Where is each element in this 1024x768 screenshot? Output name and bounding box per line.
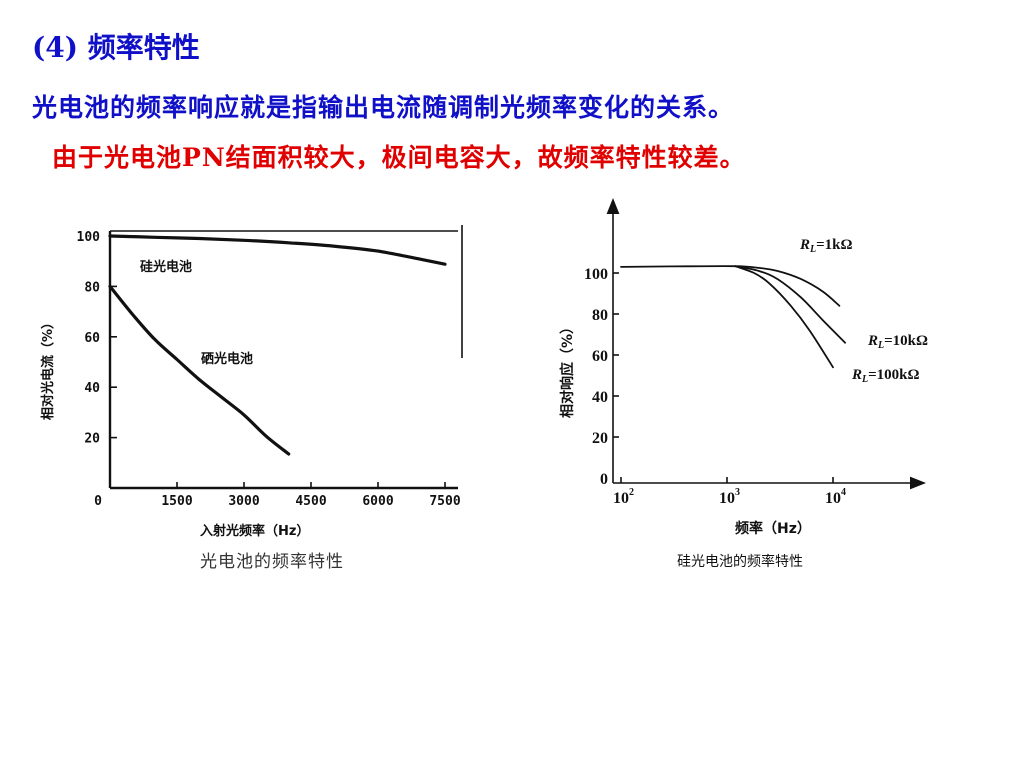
left-y-tick-label: 100 (77, 230, 101, 245)
left-series-label-se: 硒光电池 (201, 351, 253, 367)
left-chart-frame (108, 225, 463, 490)
right-x-tick-label: 103 (719, 487, 740, 507)
left-x-tick-label: 4500 (295, 494, 326, 509)
left-x-tick-label: 1500 (161, 494, 192, 509)
left-series-group (108, 234, 447, 456)
right-series-label-100k: RL=100kΩ (851, 367, 920, 385)
right-series-line-0 (620, 265, 841, 307)
intro-sentence: 光电池的频率响应就是指输出电流随调制光频率变化的关系。 (32, 93, 735, 122)
right-y-tick-label: 80 (592, 307, 608, 324)
explanation-sentence: 由于光电池PN结面积较大，极间电容大，故频率特性较差。 (52, 138, 746, 174)
left-x-tick-label: 6000 (362, 494, 393, 509)
right-series-group (620, 265, 846, 369)
right-chart-caption: 硅光电池的频率特性 (677, 553, 803, 570)
right-y-tick-label: 60 (592, 348, 608, 365)
explanation-pn: PN (182, 143, 226, 172)
left-x-axis-label: 入射光频率（Hz） (200, 523, 309, 539)
left-x-tick-label: 7500 (429, 494, 460, 509)
right-series-label-10k: RL=10kΩ (867, 333, 928, 351)
right-series-line-1 (734, 265, 846, 344)
right-series-line-2 (734, 265, 834, 369)
left-y-tick-label: 20 (84, 432, 100, 447)
left-series-line-0 (108, 234, 447, 266)
slide-heading: (4) 频率特性 (32, 26, 200, 66)
left-y-axis-label: 相对光电流（%） (40, 316, 56, 420)
explanation-part-2: 结面积较大，极间电容大，故频率特性较差。 (225, 143, 746, 172)
right-y-tick-label: 40 (592, 389, 608, 406)
left-y-tick-group: 20 40 60 80 100 (77, 230, 117, 447)
right-x-axis-label: 频率（Hz） (735, 520, 811, 537)
right-y-tick-label: 20 (592, 430, 608, 447)
left-x-tick-group: 0 1500 3000 4500 6000 7500 (94, 482, 461, 509)
heading-text: 频率特性 (77, 31, 200, 64)
left-y-tick-label: 80 (84, 280, 100, 295)
right-y-tick-label: 0 (600, 471, 608, 488)
left-series-label-si: 硅光电池 (140, 259, 192, 275)
right-x-tick-group: 102 103 104 (613, 477, 846, 507)
left-y-tick-label: 40 (84, 381, 100, 396)
right-x-tick-label: 104 (825, 487, 846, 507)
left-x-tick-label: 3000 (228, 494, 259, 509)
right-series-label-1k: RL=1kΩ (799, 237, 853, 255)
explanation-part-1: 由于光电池 (52, 143, 183, 172)
left-y-tick-label: 60 (84, 331, 100, 346)
right-x-tick-label: 102 (613, 487, 634, 507)
left-chart-caption: 光电池的频率特性 (200, 552, 344, 572)
left-x-tick-label: 0 (94, 494, 102, 509)
right-y-tick-label: 100 (584, 266, 608, 283)
right-y-axis-label: 相对响应（%） (559, 320, 576, 418)
heading-number: (4) (32, 31, 78, 64)
right-y-tick-group: 0 20 40 60 80 100 (584, 266, 619, 488)
left-series-line-1 (108, 284, 291, 456)
